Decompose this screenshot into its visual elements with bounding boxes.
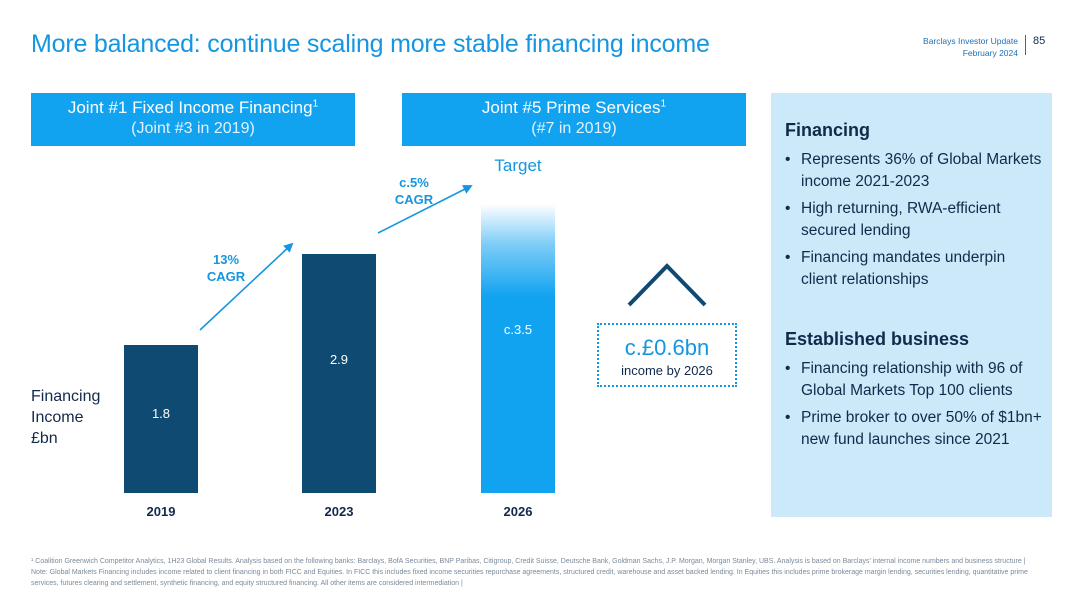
cagr-text: CAGR [394,192,434,207]
page-title: More balanced: continue scaling more sta… [31,30,710,58]
ranking-line2: (#7 in 2019) [531,120,617,137]
list-item: High returning, RWA-efficient secured le… [785,198,1045,241]
income-callout: c.£0.6bn income by 2026 [597,323,737,387]
footnote-marker: 1 [660,98,667,110]
list-item: Financing relationship with 96 of Global… [785,358,1045,401]
cagr-value: 13% [212,252,240,267]
x-tick-label: 2026 [503,504,533,519]
established-bullets: Financing relationship with 96 of Global… [785,358,1045,456]
bar-value-label: 2.9 [329,352,349,367]
ranking-line2: (Joint #3 in 2019) [131,120,255,137]
page-number: 85 [1033,35,1046,47]
target-label: Target [494,156,542,175]
ranking-text: Joint #1 Fixed Income Financing [67,98,313,117]
header-meta: Barclays Investor Update February 2024 [923,35,1018,59]
cagr-label-2019-2023: 13% CAGR [196,251,256,285]
x-tick-label: 2019 [146,504,176,519]
income-callout-value: c.£0.6bn [624,335,710,360]
bar-value-label: c.3.5 [503,322,533,337]
list-item: Financing mandates underpin client relat… [785,247,1045,290]
cagr-arrow-2019-2023 [199,242,294,331]
ranking-banner-fixed-income: Joint #1 Fixed Income Financing1 (Joint … [31,93,355,146]
chart-y-label: Financing Income £bn [31,386,121,449]
established-heading: Established business [785,329,970,349]
cagr-text: CAGR [206,269,246,284]
cagr-value: c.5% [399,175,429,190]
financing-info-panel: Financing Represents 36% of Global Marke… [771,93,1052,517]
cagr-arrow-2023-2026 [377,185,473,234]
bar-value-label: 1.8 [151,406,171,421]
y-label-line: £bn [31,430,58,447]
ranking-banner-prime-services: Joint #5 Prime Services1 (#7 in 2019) [402,93,746,146]
y-label-line: Financing [31,388,101,405]
x-tick-label: 2023 [324,504,354,519]
y-label-line: Income [31,409,84,426]
ranking-line1: Joint #1 Fixed Income Financing1 [31,98,355,118]
header-divider [1025,35,1026,55]
ranking-text: Joint #5 Prime Services [481,98,661,117]
ranking-line1: Joint #5 Prime Services1 [402,98,746,118]
financing-bullets: Represents 36% of Global Markets income … [785,149,1045,296]
bar-2019: 1.8 [124,345,198,493]
bar-2026: c.3.5 [481,204,555,493]
financing-heading: Financing [785,120,870,140]
cagr-label-2023-2026: c.5% CAGR [384,174,444,208]
chevron-up-icon [627,263,707,307]
bar-2023: 2.9 [302,254,376,493]
list-item: Prime broker to over 50% of $1bn+ new fu… [785,407,1045,450]
header-meta-line2: February 2024 [962,48,1018,58]
footnote: ¹ Coalition Greenwich Competitor Analyti… [31,558,1028,587]
header-meta-line1: Barclays Investor Update [923,36,1018,46]
footnote-marker: 1 [312,98,319,110]
list-item: Represents 36% of Global Markets income … [785,149,1045,192]
income-callout-label: income by 2026 [621,363,713,378]
